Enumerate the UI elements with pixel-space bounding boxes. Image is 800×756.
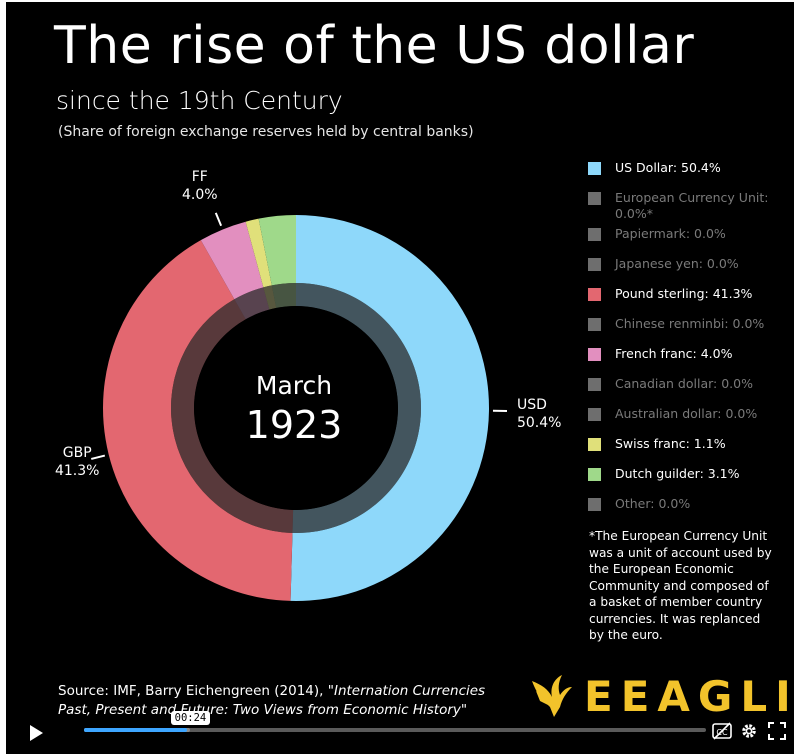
donut-slice-us-dollar	[290, 215, 489, 601]
current-time-tooltip: 00:24	[170, 711, 211, 725]
legend-swatch	[588, 498, 601, 511]
legend-swatch	[588, 162, 601, 175]
legend-swatch	[588, 468, 601, 481]
legend-swatch	[588, 348, 601, 361]
legend-swatch	[588, 438, 601, 451]
progress-bar[interactable]: 00:24	[84, 711, 706, 732]
legend-label: Other: 0.0%	[615, 496, 691, 511]
slice-value-usd: 50.4%	[517, 415, 561, 431]
donut-slice-swiss-franc	[245, 218, 272, 288]
slice-value-gbp: 41.3%	[55, 463, 99, 479]
brand-logo: EEAGLI	[530, 671, 794, 721]
captions-off-icon[interactable]: CC	[712, 722, 732, 740]
center-month-label: March	[256, 371, 332, 400]
legend-label: Pound sterling: 41.3%	[615, 286, 753, 301]
legend-swatch	[588, 192, 601, 205]
donut-slice-dutch-guilder	[258, 215, 296, 286]
label-leader-gbp	[90, 454, 106, 460]
legend-item: Other: 0.0%	[588, 496, 778, 512]
legend-swatch	[588, 408, 601, 421]
label-leader-ff	[214, 212, 223, 227]
legend-item: French franc: 4.0%	[588, 346, 778, 362]
settings-icon[interactable]	[740, 722, 758, 740]
source-prefix: Source: IMF, Barry Eichengreen (2014),	[58, 683, 328, 699]
legend-item: European Currency Unit: 0.0%*	[588, 190, 778, 222]
legend-item: Papiermark: 0.0%	[588, 226, 778, 242]
svg-text:CC: CC	[716, 728, 728, 737]
legend-swatch	[588, 258, 601, 271]
slice-label-gbp: GBP	[63, 445, 92, 461]
legend-label: Papiermark: 0.0%	[615, 226, 726, 241]
chart-note: (Share of foreign exchange reserves held…	[58, 124, 474, 140]
legend-label: Canadian dollar: 0.0%	[615, 376, 753, 391]
legend-label: Japanese yen: 0.0%	[615, 256, 739, 271]
legend-item: Chinese renminbi: 0.0%	[588, 316, 778, 332]
legend-item: Japanese yen: 0.0%	[588, 256, 778, 272]
slice-value-ff: 4.0%	[182, 187, 218, 203]
donut-slice-pound-sterling	[103, 240, 293, 601]
legend-swatch	[588, 228, 601, 241]
logo-text: EEAGLI	[584, 671, 794, 721]
footnote: *The European Currency Unit was a unit o…	[589, 529, 772, 642]
fullscreen-icon[interactable]	[768, 722, 786, 740]
legend-label: French franc: 4.0%	[615, 346, 733, 361]
legend-item: Dutch guilder: 3.1%	[588, 466, 778, 482]
source-title: "Internation Currencies Past, Present an…	[58, 683, 486, 718]
legend-swatch	[588, 378, 601, 391]
player-controls: 00:24 CC	[6, 711, 794, 754]
legend-label: Australian dollar: 0.0%	[615, 406, 758, 421]
video-frame: The rise of the US dollar since the 19th…	[6, 2, 794, 754]
legend-label: Chinese renminbi: 0.0%	[615, 316, 765, 331]
legend-swatch	[588, 318, 601, 331]
chart-title: The rise of the US dollar	[54, 16, 695, 76]
chart-subtitle: since the 19th Century	[56, 86, 343, 115]
source-citation: Source: IMF, Barry Eichengreen (2014), "…	[58, 682, 498, 720]
eagle-icon	[532, 675, 572, 717]
slice-label-ff: FF	[192, 169, 208, 185]
donut-inner-shade	[171, 283, 421, 533]
center-year-label: 1923	[246, 403, 343, 447]
legend-label: European Currency Unit: 0.0%*	[615, 190, 769, 221]
slice-label-usd: USD	[517, 397, 547, 413]
legend-item: Pound sterling: 41.3%	[588, 286, 778, 302]
legend-item: Canadian dollar: 0.0%	[588, 376, 778, 392]
legend-item: Australian dollar: 0.0%	[588, 406, 778, 422]
legend-swatch	[588, 288, 601, 301]
donut-slice-french-franc	[200, 221, 264, 300]
progress-played	[84, 728, 187, 732]
legend-item: US Dollar: 50.4%	[588, 160, 778, 176]
legend-label: US Dollar: 50.4%	[615, 160, 721, 175]
donut-chart: USD 50.4% GBP 41.3% FF 4.0% March 1923	[55, 169, 561, 601]
play-icon[interactable]	[28, 724, 44, 742]
donut-hole	[194, 306, 398, 510]
legend-item: Swiss franc: 1.1%	[588, 436, 778, 452]
legend-label: Dutch guilder: 3.1%	[615, 466, 740, 481]
legend-label: Swiss franc: 1.1%	[615, 436, 726, 451]
